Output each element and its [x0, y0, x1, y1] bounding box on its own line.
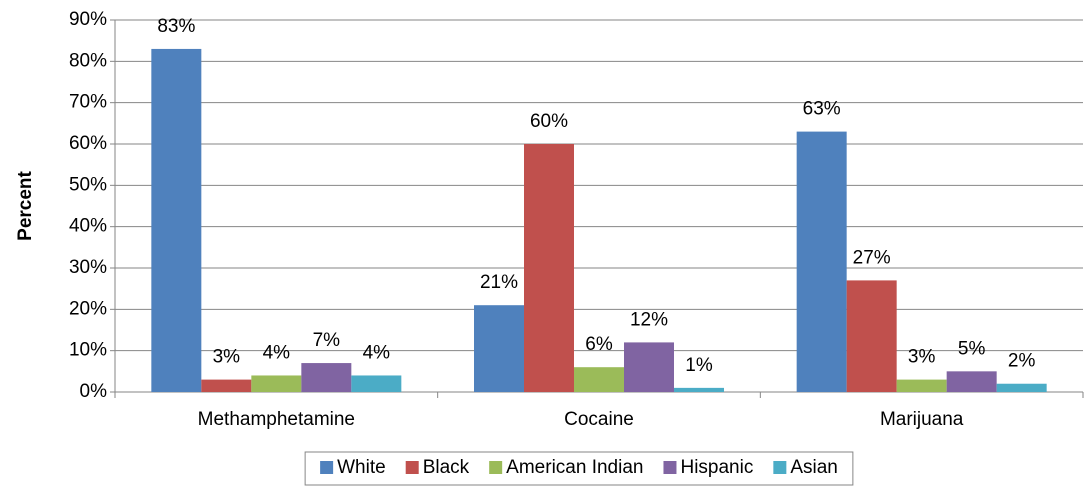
y-tick-label: 50% — [69, 174, 107, 195]
bar — [201, 379, 252, 392]
legend-box — [304, 451, 854, 486]
bar — [351, 375, 402, 392]
y-tick-label: 60% — [69, 133, 107, 154]
y-tick-label: 30% — [69, 257, 107, 278]
bar — [524, 144, 574, 392]
legend-swatch — [773, 461, 787, 474]
legend-swatch — [663, 461, 677, 474]
data-label: 4% — [363, 342, 391, 363]
data-label: 1% — [685, 355, 713, 376]
y-tick-label: 70% — [69, 92, 107, 113]
legend-label: White — [337, 457, 386, 478]
bar — [996, 383, 1047, 392]
bar — [846, 280, 897, 392]
y-tick-label: 10% — [69, 340, 107, 361]
data-label: 3% — [213, 347, 241, 368]
legend-swatch — [405, 461, 419, 474]
x-tick-label: Methamphetamine — [198, 409, 355, 430]
legend-swatch — [320, 461, 334, 474]
y-tick-label: 40% — [69, 216, 107, 237]
bar — [946, 371, 997, 392]
y-tick-label: 80% — [69, 50, 107, 71]
legend-label: Black — [423, 457, 470, 478]
data-label: 21% — [480, 272, 518, 293]
bar — [674, 387, 724, 392]
data-label: 12% — [630, 309, 668, 330]
bar — [251, 375, 302, 392]
legend-label: Asian — [790, 457, 838, 478]
legend: White Black American Indian Hispanic Asian — [304, 451, 854, 486]
bar — [474, 305, 524, 392]
data-label: 4% — [263, 342, 291, 363]
x-tick-label: Cocaine — [564, 409, 634, 430]
legend-label: American Indian — [506, 457, 643, 478]
bar — [796, 131, 847, 392]
bar — [151, 48, 202, 392]
data-label: 27% — [853, 247, 891, 268]
data-label: 6% — [585, 334, 613, 355]
bar — [896, 379, 947, 392]
data-label: 7% — [313, 330, 341, 351]
data-label: 5% — [958, 338, 986, 359]
legend-label: Hispanic — [680, 457, 753, 478]
legend-swatch — [489, 461, 503, 474]
bar — [574, 367, 624, 392]
data-label: 3% — [908, 347, 936, 368]
y-axis-label: Percent — [15, 170, 36, 240]
bar — [624, 342, 674, 392]
data-label: 63% — [803, 99, 841, 120]
x-tick-label: Marijuana — [880, 409, 964, 430]
data-label: 83% — [157, 16, 195, 37]
data-label: 2% — [1008, 351, 1036, 372]
y-tick-label: 0% — [80, 381, 108, 402]
y-tick-label: 20% — [69, 298, 107, 319]
bar — [301, 363, 352, 392]
y-tick-label: 90% — [69, 9, 107, 30]
data-label: 60% — [530, 111, 568, 132]
